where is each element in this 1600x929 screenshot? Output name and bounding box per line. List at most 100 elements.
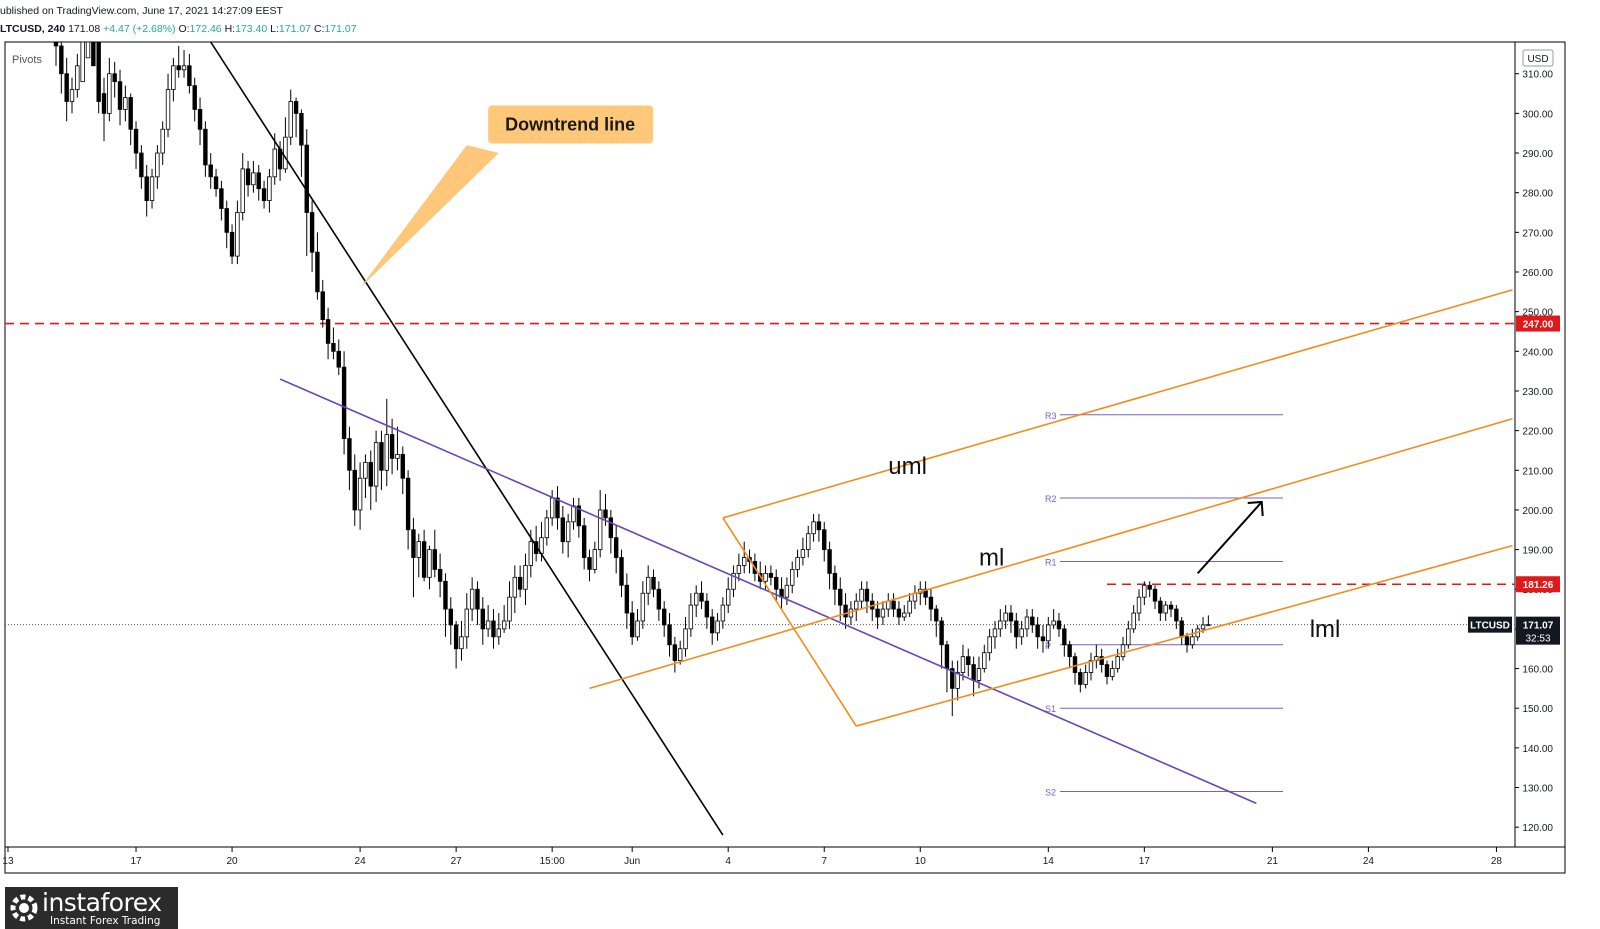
candle-up	[272, 148, 277, 178]
candle-down	[661, 608, 667, 626]
downtrend-callout-text: Downtrend line	[505, 114, 635, 134]
pivot-label-s1: S1	[1045, 704, 1056, 714]
candle-up	[549, 497, 555, 519]
symbol-label: LTCUSD, 240	[0, 23, 66, 35]
candle-up	[902, 612, 907, 618]
candle-up	[384, 434, 389, 471]
candle-up	[149, 176, 155, 202]
candle-down	[1072, 656, 1078, 673]
candle-down	[843, 604, 848, 618]
up-arrow-head	[1247, 500, 1264, 517]
close-label: C:	[313, 23, 325, 35]
candle-up	[240, 168, 245, 213]
candle-down	[891, 600, 896, 610]
candle-up	[726, 588, 731, 606]
candle-down	[203, 128, 208, 166]
candle-down	[133, 128, 139, 154]
candle-up	[123, 97, 128, 110]
candle-up	[1088, 660, 1094, 673]
y-tick-label: 160.00	[1522, 665, 1553, 676]
candle-down	[229, 231, 235, 257]
candle-up	[181, 65, 187, 71]
candle-up	[715, 620, 720, 634]
x-tick-label: 7	[821, 856, 827, 867]
candle-up	[1190, 636, 1195, 646]
candle-down	[667, 624, 672, 646]
candle-down	[315, 251, 320, 293]
price-tag-box	[1516, 576, 1560, 593]
candle-up	[1142, 584, 1147, 598]
symbol-ohlc-bar: LTCUSD, 240 171.08 +4.47 (+2.68%) O:172.…	[0, 23, 357, 35]
candle-up	[800, 549, 806, 558]
candle-up	[795, 557, 800, 570]
candle-up	[731, 572, 736, 590]
descending-purple-trendline	[279, 378, 1257, 805]
candle-down	[347, 438, 352, 471]
candle-up	[790, 569, 795, 586]
candle-up	[107, 73, 112, 114]
candle-down	[1056, 620, 1062, 630]
candle-up	[859, 588, 864, 602]
x-tick-label: 13	[2, 856, 14, 867]
candle-down	[1184, 636, 1190, 646]
candle-down	[619, 557, 624, 586]
candle-up	[736, 565, 742, 574]
candle-up	[907, 600, 912, 614]
candle-up	[571, 505, 576, 523]
candle-down	[224, 208, 229, 233]
candle-up	[496, 628, 502, 638]
y-tick-label: 240.00	[1522, 347, 1553, 358]
x-tick-label: 27	[451, 856, 463, 867]
candle-up	[976, 668, 982, 681]
price-tag-box	[1516, 315, 1560, 332]
candle-down	[827, 549, 832, 574]
high-value: 173.40	[235, 23, 268, 35]
y-tick-label: 260.00	[1522, 268, 1553, 279]
candle-up	[688, 604, 694, 630]
x-tick-label: 4	[725, 856, 731, 867]
candle-up	[955, 672, 960, 689]
high-label: H:	[224, 23, 236, 35]
y-tick-label: 130.00	[1522, 784, 1553, 795]
candle-down	[128, 97, 133, 130]
candle-up	[1120, 644, 1126, 658]
candle-down	[608, 517, 614, 539]
candle-up	[165, 89, 171, 130]
y-tick-label: 210.00	[1522, 466, 1553, 477]
x-tick-label: 17	[1139, 856, 1151, 867]
up-arrow-shaft	[1196, 501, 1263, 575]
candle-up	[960, 656, 966, 673]
close-value: 171.07	[324, 23, 357, 35]
candle-down	[613, 537, 619, 558]
candle-up	[512, 576, 518, 598]
candle-down	[144, 176, 149, 202]
candle-down	[944, 644, 950, 669]
candle-down	[576, 505, 582, 527]
candle-up	[427, 549, 432, 578]
candle-down	[91, 41, 96, 67]
candle-down	[299, 112, 304, 146]
y-tick-label: 310.00	[1522, 70, 1553, 81]
x-tick-label: 24	[355, 856, 367, 867]
candle-down	[187, 65, 192, 87]
candle-down	[939, 620, 944, 646]
candle-down	[704, 600, 710, 618]
pivot-label-r3: R3	[1045, 411, 1057, 421]
symbol-tag: LTCUSD	[1470, 621, 1510, 632]
candle-down	[971, 664, 976, 681]
candle-down	[1030, 616, 1035, 626]
candle-down	[656, 588, 662, 610]
x-tick-label: 24	[1363, 856, 1375, 867]
candle-up	[694, 592, 699, 606]
candle-up	[469, 588, 475, 610]
x-tick-label: 20	[226, 856, 238, 867]
currency-badge[interactable]: USD	[1527, 54, 1548, 65]
candle-down	[768, 572, 774, 578]
candle-up	[784, 584, 790, 598]
candle-down	[411, 529, 416, 558]
candle-down	[379, 442, 384, 471]
candle-up	[501, 620, 507, 630]
pitchfork-upper-line	[722, 289, 1513, 519]
candle-up	[640, 592, 646, 622]
